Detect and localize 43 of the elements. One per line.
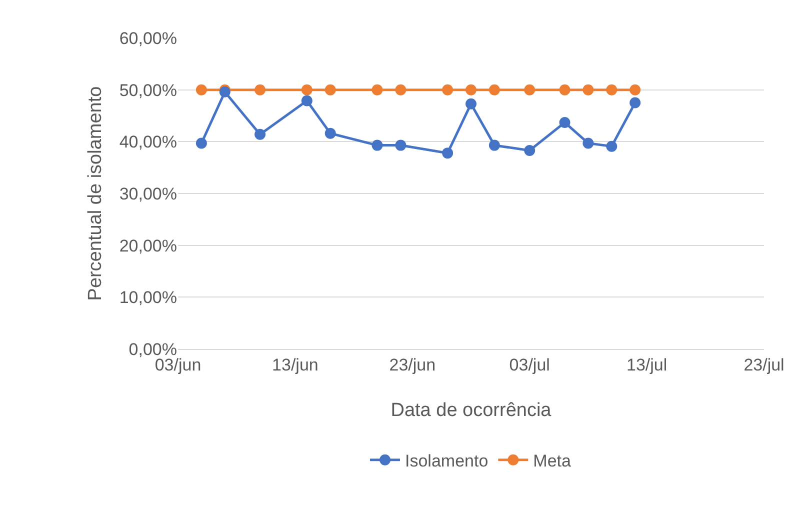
point (630, 97, 641, 108)
legend-label: Meta (533, 451, 572, 470)
point (524, 84, 536, 96)
point (559, 116, 570, 128)
x-tick-label: 23/jun (389, 355, 436, 374)
legend-label: Isolamento (405, 451, 488, 470)
point (442, 84, 454, 96)
point (395, 140, 406, 151)
y-tick-label: 40,00% (119, 132, 177, 152)
y-tick-label: 20,00% (119, 236, 177, 256)
y-axis-title: Percentual de isolamento (85, 86, 106, 301)
point (466, 84, 476, 96)
x-tick-label: 13/jul (626, 355, 668, 374)
y-tick-label: 10,00% (119, 288, 177, 308)
point (372, 140, 383, 151)
point (196, 84, 207, 96)
y-tick-label: 60,00% (119, 28, 177, 48)
point (324, 128, 336, 139)
point (254, 128, 266, 140)
point (442, 148, 454, 159)
y-tick-label: 50,00% (119, 80, 177, 100)
x-tick-label: 03/jul (509, 355, 550, 374)
point (488, 140, 500, 151)
point (559, 84, 570, 96)
point (372, 84, 383, 96)
point (324, 84, 336, 96)
point (606, 84, 618, 96)
point (582, 138, 594, 149)
point (524, 144, 536, 156)
point (301, 95, 312, 106)
y-tick-label: 30,00% (119, 184, 177, 204)
point (466, 98, 476, 110)
point (606, 140, 618, 152)
point (254, 84, 266, 96)
x-axis-title: Data de ocorrência (390, 400, 552, 421)
point (301, 84, 312, 96)
point (630, 84, 641, 96)
x-tick-label: 13/jun (272, 355, 318, 374)
x-tick-label: 23/jul (744, 355, 784, 374)
point (582, 84, 594, 96)
point (196, 138, 207, 149)
point (488, 84, 500, 96)
point (395, 84, 406, 96)
